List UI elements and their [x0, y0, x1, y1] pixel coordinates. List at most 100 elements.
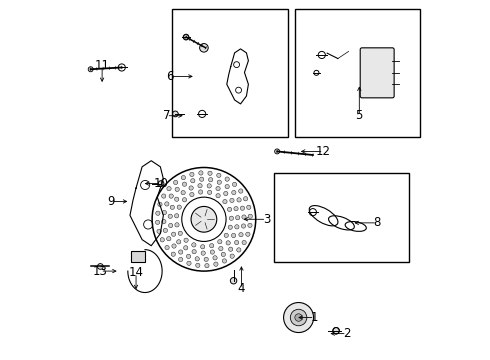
Circle shape — [234, 207, 238, 211]
Circle shape — [204, 257, 208, 261]
Circle shape — [156, 211, 160, 215]
Circle shape — [244, 197, 248, 201]
Circle shape — [167, 186, 171, 191]
Circle shape — [162, 194, 166, 198]
Circle shape — [165, 246, 169, 250]
Circle shape — [158, 202, 162, 207]
Circle shape — [168, 214, 172, 219]
Circle shape — [196, 263, 200, 267]
Circle shape — [213, 256, 217, 260]
Circle shape — [195, 257, 199, 261]
Circle shape — [209, 177, 213, 182]
Circle shape — [225, 184, 229, 189]
Circle shape — [172, 111, 178, 117]
Circle shape — [184, 35, 189, 40]
Circle shape — [210, 250, 215, 254]
Circle shape — [198, 190, 203, 194]
Circle shape — [248, 214, 252, 219]
Circle shape — [207, 184, 211, 188]
Circle shape — [165, 202, 169, 206]
Circle shape — [224, 233, 228, 238]
Circle shape — [240, 206, 245, 210]
Circle shape — [172, 244, 176, 248]
Circle shape — [232, 190, 236, 195]
Circle shape — [222, 259, 226, 263]
Circle shape — [210, 243, 214, 248]
Text: 7: 7 — [163, 109, 170, 122]
Circle shape — [208, 171, 212, 175]
Circle shape — [199, 171, 203, 175]
Circle shape — [284, 302, 314, 333]
Circle shape — [199, 44, 208, 52]
Circle shape — [200, 245, 205, 249]
Bar — [295, 9, 420, 137]
Circle shape — [237, 248, 241, 252]
Text: 4: 4 — [238, 283, 245, 296]
Text: 3: 3 — [263, 213, 270, 226]
Circle shape — [242, 224, 245, 228]
Circle shape — [160, 238, 165, 242]
Circle shape — [242, 215, 246, 219]
Circle shape — [158, 181, 164, 186]
Circle shape — [201, 251, 205, 255]
Circle shape — [226, 241, 230, 245]
Circle shape — [237, 198, 241, 202]
Circle shape — [199, 177, 204, 181]
Circle shape — [176, 240, 181, 244]
Circle shape — [228, 247, 233, 251]
Bar — [273, 173, 409, 262]
Circle shape — [157, 229, 161, 233]
Text: 6: 6 — [166, 70, 174, 83]
Circle shape — [190, 192, 194, 197]
Circle shape — [216, 186, 220, 191]
Circle shape — [174, 197, 179, 201]
Circle shape — [205, 264, 209, 268]
Text: 9: 9 — [107, 195, 115, 208]
Circle shape — [98, 264, 103, 269]
Circle shape — [169, 194, 173, 198]
Circle shape — [230, 278, 237, 284]
Circle shape — [178, 231, 182, 235]
Text: 11: 11 — [95, 59, 110, 72]
Circle shape — [248, 223, 252, 228]
Circle shape — [223, 199, 227, 204]
Circle shape — [239, 189, 243, 193]
Circle shape — [163, 228, 168, 233]
Circle shape — [230, 198, 234, 203]
Circle shape — [175, 187, 179, 192]
Circle shape — [246, 205, 251, 210]
Circle shape — [235, 225, 239, 229]
Bar — [172, 9, 288, 137]
Circle shape — [223, 192, 228, 195]
Circle shape — [214, 262, 218, 266]
Circle shape — [333, 328, 339, 334]
FancyBboxPatch shape — [360, 48, 394, 98]
Circle shape — [171, 252, 175, 256]
Circle shape — [295, 314, 302, 321]
Circle shape — [242, 240, 246, 245]
Circle shape — [229, 216, 234, 220]
Circle shape — [190, 172, 194, 176]
Circle shape — [191, 179, 195, 183]
Text: 5: 5 — [356, 109, 363, 122]
Circle shape — [275, 149, 280, 154]
Circle shape — [177, 205, 181, 209]
Circle shape — [187, 261, 191, 265]
Circle shape — [181, 190, 185, 195]
Text: 12: 12 — [316, 145, 331, 158]
Circle shape — [182, 182, 187, 186]
Circle shape — [246, 232, 250, 237]
Circle shape — [189, 186, 193, 190]
Circle shape — [225, 177, 229, 181]
Circle shape — [221, 252, 225, 257]
Circle shape — [191, 206, 217, 232]
Circle shape — [172, 232, 176, 237]
Circle shape — [207, 190, 212, 194]
Circle shape — [162, 219, 166, 224]
Circle shape — [170, 205, 174, 210]
Circle shape — [184, 246, 188, 250]
Circle shape — [236, 216, 240, 220]
Text: 13: 13 — [93, 265, 108, 278]
Circle shape — [174, 214, 179, 218]
Circle shape — [175, 223, 179, 227]
